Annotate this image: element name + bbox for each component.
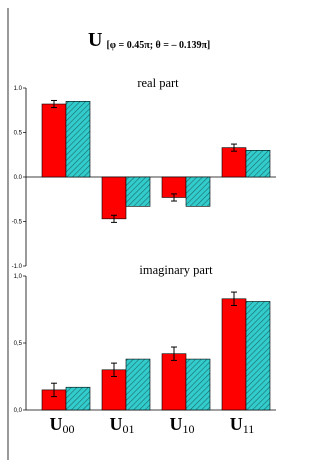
category-label: U11 xyxy=(230,414,255,436)
bar-measured xyxy=(101,176,127,220)
category-label-main: U xyxy=(50,414,63,434)
y-tick-label: -1.0 xyxy=(12,264,23,270)
y-tick-label: 0.5 xyxy=(14,131,23,137)
bar-theory xyxy=(65,386,91,411)
bar-theory xyxy=(125,358,151,411)
category-label-sub: 00 xyxy=(63,422,75,436)
category-label: U10 xyxy=(170,414,195,436)
bar-theory xyxy=(185,358,211,411)
y-tick-label: 0.0 xyxy=(14,175,23,181)
panel-title: imaginary part xyxy=(139,263,213,277)
imaginary-part-panel: imaginary part 1,0 0,5 0,0 xyxy=(14,263,276,414)
bar-measured xyxy=(221,298,247,411)
bar-theory xyxy=(125,176,151,207)
panel-title: real part xyxy=(137,76,179,90)
figure-title: U [φ = 0.45π; θ = – 0.139π] xyxy=(88,29,210,51)
y-tick-label: 1,0 xyxy=(14,274,23,280)
category-label-main: U xyxy=(170,414,183,434)
bar-theory xyxy=(245,301,271,411)
y-tick-label: 0,0 xyxy=(14,408,23,414)
figure-title-params: [φ = 0.45π; θ = – 0.139π] xyxy=(106,40,210,51)
real-part-panel: real part 1.0 0.5 0.0 -0.5 -1.0 xyxy=(12,76,276,270)
bar-measured xyxy=(41,103,67,178)
y-tick-label: 0,5 xyxy=(14,341,23,347)
category-label: U00 xyxy=(50,414,75,436)
bar-theory xyxy=(185,176,211,207)
category-label-sub: 11 xyxy=(243,422,255,436)
bar-theory xyxy=(65,101,91,178)
bar-measured xyxy=(221,147,247,178)
bar-measured xyxy=(161,353,187,411)
figure-title-main: U xyxy=(88,29,102,51)
category-label-sub: 10 xyxy=(183,422,195,436)
category-label: U01 xyxy=(110,414,135,436)
bar-theory xyxy=(245,150,271,178)
category-label-main: U xyxy=(230,414,243,434)
y-tick-label: -0.5 xyxy=(12,220,23,226)
category-label-sub: 01 xyxy=(123,422,135,436)
category-label-main: U xyxy=(110,414,123,434)
category-labels: U00 U01 U10 U11 xyxy=(50,414,255,436)
y-tick-label: 1.0 xyxy=(14,86,23,92)
